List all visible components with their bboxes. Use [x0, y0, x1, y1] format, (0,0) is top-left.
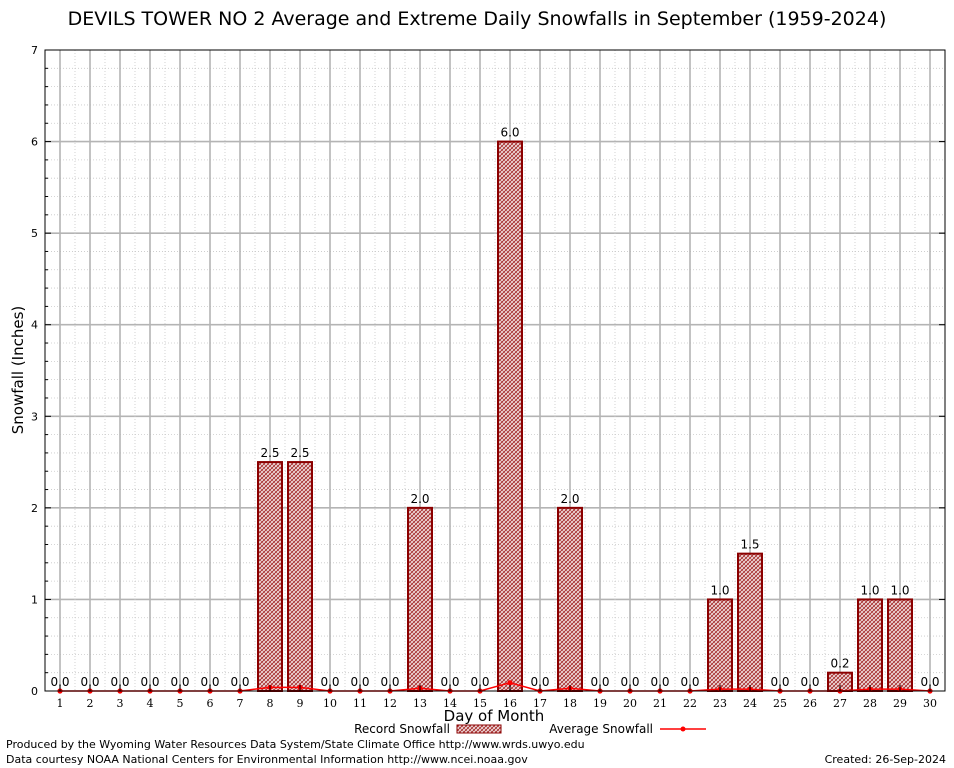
record-value-label: 0.0 — [170, 675, 189, 689]
legend-label-record: Record Snowfall — [354, 722, 450, 736]
record-value-label: 2.0 — [410, 492, 429, 506]
record-value-label: 6.0 — [500, 126, 519, 140]
y-tick-label: 1 — [31, 593, 38, 606]
y-tick-label: 6 — [31, 136, 38, 149]
record-value-label: 0.0 — [770, 675, 789, 689]
x-tick-label: 4 — [147, 697, 154, 710]
record-value-label: 0.0 — [230, 675, 249, 689]
legend-label-average: Average Snowfall — [549, 722, 653, 736]
legend-marker-average — [680, 726, 686, 732]
x-tick-label: 20 — [623, 697, 637, 710]
x-tick-label: 19 — [593, 697, 607, 710]
x-tick-label: 29 — [893, 697, 907, 710]
created-date: Created: 26-Sep-2024 — [824, 753, 946, 766]
y-tick-label: 5 — [31, 227, 38, 240]
record-value-label: 1.0 — [860, 583, 879, 597]
record-value-label: 0.0 — [680, 675, 699, 689]
record-bar-day-16 — [497, 140, 523, 693]
record-bar-day-24 — [737, 552, 763, 693]
record-value-label: 0.0 — [200, 675, 219, 689]
x-tick-label: 7 — [237, 697, 244, 710]
x-tick-label: 3 — [117, 697, 124, 710]
average-point-day-16 — [507, 680, 513, 686]
record-value-label: 0.0 — [650, 675, 669, 689]
y-tick-label: 3 — [31, 410, 38, 423]
record-value-label: 2.0 — [560, 492, 579, 506]
record-value-label: 0.0 — [50, 675, 69, 689]
y-tick-label: 0 — [31, 685, 38, 698]
record-value-label: 0.0 — [590, 675, 609, 689]
y-axis-label: Snowfall (Inches) — [9, 306, 27, 434]
x-tick-label: 8 — [267, 697, 274, 710]
record-value-label: 0.0 — [110, 675, 129, 689]
x-tick-label: 18 — [563, 697, 577, 710]
record-bar-day-28 — [857, 598, 883, 693]
x-tick-label: 25 — [773, 697, 787, 710]
record-value-label: 2.5 — [290, 446, 309, 460]
x-tick-label: 23 — [713, 697, 727, 710]
y-tick-label: 4 — [31, 319, 38, 332]
record-value-label: 0.0 — [140, 675, 159, 689]
record-bar-day-13 — [407, 506, 433, 692]
record-value-label: 0.0 — [350, 675, 369, 689]
record-bar-day-9 — [287, 461, 313, 693]
x-tick-label: 14 — [443, 697, 457, 710]
x-axis-label: Day of Month — [444, 707, 545, 725]
x-tick-label: 10 — [323, 697, 337, 710]
record-value-label: 0.2 — [830, 657, 849, 671]
x-tick-label: 27 — [833, 697, 847, 710]
legend: Record Snowfall Average Snowfall — [354, 722, 706, 736]
x-tick-label: 5 — [177, 697, 184, 710]
x-tick-label: 12 — [383, 697, 397, 710]
record-value-label: 2.5 — [260, 446, 279, 460]
x-tick-label: 22 — [683, 697, 697, 710]
record-bar-day-8 — [257, 461, 283, 693]
record-bar-day-18 — [557, 506, 583, 692]
plot-area-border — [44, 49, 946, 692]
x-tick-label: 11 — [353, 697, 367, 710]
credit-line-2: Data courtesy NOAA National Centers for … — [6, 753, 528, 766]
record-bar-day-29 — [887, 598, 913, 693]
x-tick-label: 16 — [503, 697, 517, 710]
credit-line-1: Produced by the Wyoming Water Resources … — [6, 738, 585, 751]
x-tick-label: 9 — [297, 697, 304, 710]
grid-lines — [45, 50, 946, 691]
record-value-label: 1.0 — [710, 583, 729, 597]
x-tick-label: 17 — [533, 697, 547, 710]
x-tick-label: 13 — [413, 697, 427, 710]
record-snowfall-bars: 0.0 0.0 0.0 0.0 0.0 0.0 0.0 2.5 2.5 0.0 0.0 0.0 2.0 0… — [50, 126, 940, 693]
record-value-label: 0.0 — [620, 675, 639, 689]
y-tick-label: 2 — [31, 502, 38, 515]
x-tick-label: 1 — [57, 697, 64, 710]
x-tick-label: 30 — [923, 697, 937, 710]
record-value-label: 0.0 — [80, 675, 99, 689]
record-value-label: 0.0 — [440, 675, 459, 689]
record-value-label: 0.0 — [530, 675, 549, 689]
y-tick-label: 7 — [31, 44, 38, 57]
x-tick-label: 26 — [803, 697, 817, 710]
x-tick-label: 28 — [863, 697, 877, 710]
x-tick-label: 24 — [743, 697, 757, 710]
record-value-label: 0.0 — [320, 675, 339, 689]
record-bar-day-23 — [707, 598, 733, 693]
record-value-label: 1.5 — [740, 538, 759, 552]
record-value-label: 0.0 — [380, 675, 399, 689]
record-value-label: 0.0 — [920, 675, 939, 689]
x-tick-label: 21 — [653, 697, 667, 710]
x-tick-label: 2 — [87, 697, 94, 710]
record-value-label: 0.0 — [470, 675, 489, 689]
legend-swatch-record — [456, 724, 502, 734]
x-tick-label: 6 — [207, 697, 214, 710]
chart-title: DEVILS TOWER NO 2 Average and Extreme Da… — [67, 8, 887, 30]
x-tick-label: 15 — [473, 697, 487, 710]
record-value-label: 1.0 — [890, 583, 909, 597]
record-value-label: 0.0 — [800, 675, 819, 689]
